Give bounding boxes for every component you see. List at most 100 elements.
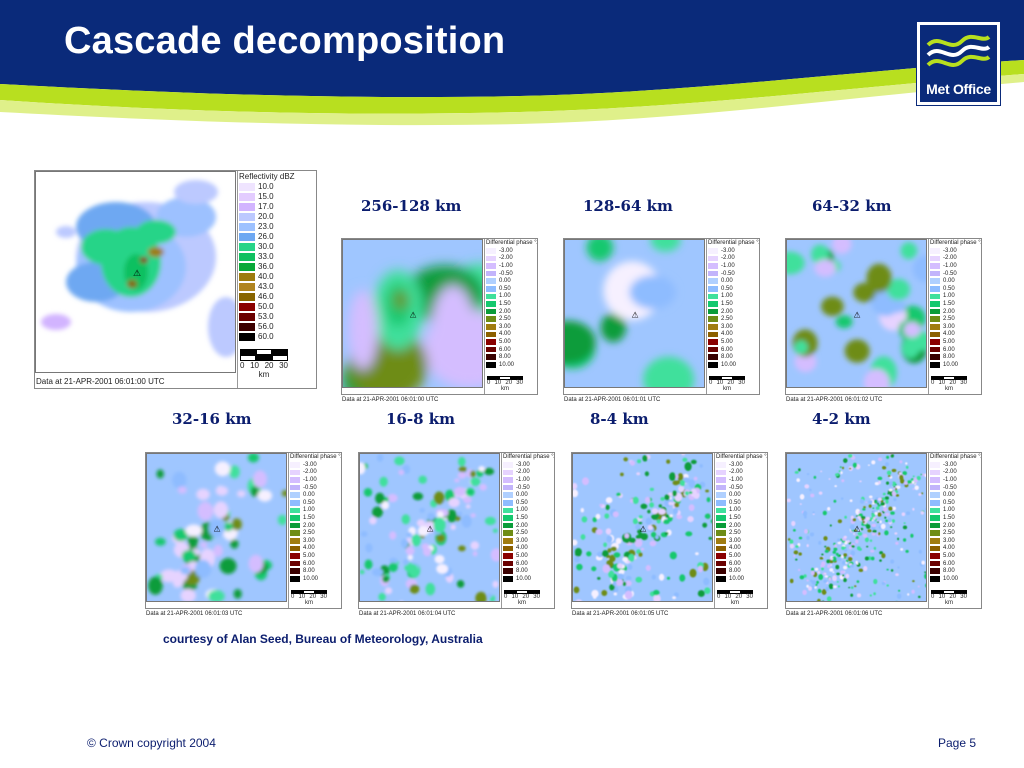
legend-value: 46.0 xyxy=(258,292,274,301)
legend-swatch xyxy=(502,498,514,507)
legend-row: 0.00 xyxy=(502,491,554,499)
legend-row: 3.00 xyxy=(929,536,981,545)
scale-tick: 30 xyxy=(533,594,540,600)
legend-swatch xyxy=(238,312,256,322)
legend-swatch xyxy=(929,284,941,293)
legend-row: -1.00 xyxy=(929,262,981,270)
legend-row: 1.00 xyxy=(929,506,981,515)
legend-row: 6.00 xyxy=(289,559,341,568)
legend-swatch xyxy=(929,360,941,369)
legend-row: 0.50 xyxy=(707,284,759,293)
legend-row: 15.0 xyxy=(238,192,316,202)
legend-value: 10.00 xyxy=(943,575,959,582)
legend-swatch xyxy=(485,322,497,331)
legend-row: 3.00 xyxy=(502,536,554,545)
legend-swatch xyxy=(715,498,727,507)
legend-value: 0.50 xyxy=(943,499,955,506)
legend-row: -3.00 xyxy=(715,461,767,469)
phase-field: ⚠ xyxy=(787,454,926,601)
legend-value: 2.00 xyxy=(729,522,741,529)
scale-ticks: 0 10 20 30 xyxy=(717,594,753,600)
legend-row: -2.00 xyxy=(289,468,341,477)
legend-row: 6.00 xyxy=(929,345,981,354)
svg-text:⚠: ⚠ xyxy=(133,269,141,279)
scale-unit: km xyxy=(305,600,313,606)
scale-bar: 0 10 20 30 km xyxy=(717,590,753,606)
legend-value: -0.50 xyxy=(943,270,957,277)
scale-tick: 20 xyxy=(949,380,957,386)
legend-value: 2.50 xyxy=(499,316,511,323)
legend-value: 1.00 xyxy=(303,507,315,514)
legend-swatch xyxy=(485,345,497,354)
legend-swatch xyxy=(502,536,514,545)
legend-value: 1.50 xyxy=(721,300,733,307)
legend-row: 3.00 xyxy=(289,536,341,545)
legend-swatch xyxy=(929,574,941,583)
legend-value: 40.0 xyxy=(258,272,274,281)
legend-value: 3.00 xyxy=(303,537,315,544)
legend-row: 10.00 xyxy=(929,360,981,369)
legend-swatch xyxy=(502,529,514,537)
legend-value: 60.0 xyxy=(258,332,274,341)
legend-title: Differential phase °/km xyxy=(503,454,554,460)
legend-value: 1.50 xyxy=(943,514,955,521)
legend-value: -3.00 xyxy=(516,461,530,468)
phase-panel: ⚠ Differential phase °/km-3.00-2.00-1.00-… xyxy=(341,238,538,403)
reflectivity-legend: Reflectivity dBZ 10.0 15.0 17.0 20.0 23.0 26.… xyxy=(237,171,316,388)
caption-128-64: 128-64 km xyxy=(583,197,673,215)
legend-row: 8.00 xyxy=(929,353,981,361)
legend-value: -2.00 xyxy=(943,255,957,262)
legend-value: -0.50 xyxy=(943,484,957,491)
caption-4-2: 4-2 km xyxy=(812,410,871,428)
phase-legend: Differential phase °/km-3.00-2.00-1.00-0… xyxy=(706,239,759,394)
legend-row: 1.00 xyxy=(707,292,759,301)
phase-panel: ⚠ Differential phase °/km-3.00-2.00-1.00-… xyxy=(145,452,342,617)
legend-swatch xyxy=(929,536,941,545)
legend-swatch xyxy=(707,292,719,301)
legend-row: 1.50 xyxy=(502,514,554,522)
legend-value: -2.00 xyxy=(943,469,957,476)
legend-value: 4.00 xyxy=(943,331,955,338)
legend-swatch xyxy=(707,338,719,346)
legend-swatch xyxy=(715,468,727,477)
legend-swatch xyxy=(715,521,727,530)
legend-swatch xyxy=(238,322,256,332)
legend-swatch xyxy=(238,332,256,342)
legend-swatch xyxy=(929,461,941,469)
legend-swatch xyxy=(715,552,727,560)
caption-256-128: 256-128 km xyxy=(361,197,462,215)
legend-swatch xyxy=(289,559,301,568)
legend-swatch xyxy=(502,559,514,568)
legend-row: 10.00 xyxy=(715,574,767,583)
scale-ticks: 0 10 20 30 xyxy=(931,594,967,600)
legend-row: 1.50 xyxy=(715,514,767,522)
legend-swatch xyxy=(715,536,727,545)
legend-value: -1.00 xyxy=(303,476,317,483)
legend-swatch xyxy=(289,476,301,484)
wave-icon xyxy=(926,34,991,67)
legend-value: 4.00 xyxy=(729,545,741,552)
svg-text:⚠: ⚠ xyxy=(854,311,861,320)
legend-value: 3.00 xyxy=(721,323,733,330)
copyright: © Crown copyright 2004 xyxy=(87,736,216,750)
legend-row: 0.00 xyxy=(289,491,341,499)
legend-value: 8.00 xyxy=(721,354,733,361)
legend-value: 5.00 xyxy=(499,338,511,345)
legend-row: 2.00 xyxy=(502,521,554,530)
legend-value: 0.50 xyxy=(516,499,528,506)
legend-swatch xyxy=(929,491,941,499)
legend-swatch xyxy=(929,262,941,270)
legend-row: -0.50 xyxy=(289,483,341,492)
legend-swatch xyxy=(502,544,514,553)
legend-swatch xyxy=(485,330,497,339)
phase-panel: ⚠ Differential phase °/km-3.00-2.00-1.00-… xyxy=(358,452,555,617)
legend-value: -3.00 xyxy=(303,461,317,468)
legend-row: 5.00 xyxy=(502,552,554,560)
legend-row: 6.00 xyxy=(485,345,537,354)
legend-row: -3.00 xyxy=(485,247,537,255)
legend-row: 4.00 xyxy=(502,544,554,553)
phase-panel: ⚠ Differential phase °/km-3.00-2.00-1.00-… xyxy=(571,452,768,617)
legend-row: 2.50 xyxy=(502,529,554,537)
scale-unit: km xyxy=(501,386,509,392)
legend-value: 2.00 xyxy=(516,522,528,529)
